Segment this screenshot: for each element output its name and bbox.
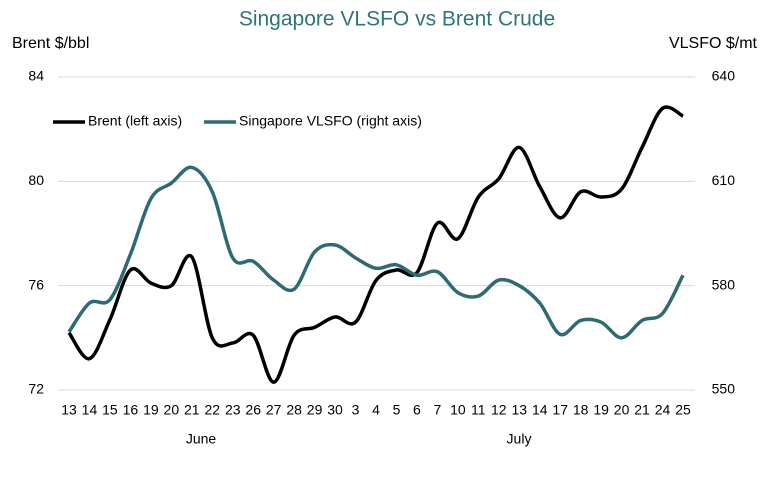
y-tick-label: 76 — [28, 276, 44, 292]
x-tick-label: 19 — [143, 402, 159, 418]
x-tick-label: 14 — [532, 402, 548, 418]
x-tick-label: 13 — [511, 402, 527, 418]
legend-label: Singapore VLSFO (right axis) — [239, 113, 422, 129]
x-tick-label: 11 — [471, 402, 486, 418]
x-tick-label: 14 — [82, 402, 98, 418]
x-tick-label: 16 — [123, 402, 139, 418]
x-tick-label: 6 — [413, 402, 421, 418]
y-axis-label: Brent $/bbl — [12, 35, 89, 52]
x-tick-label: 12 — [491, 402, 507, 418]
x-tick-label: 28 — [286, 402, 302, 418]
x-tick-label: 7 — [434, 402, 442, 418]
y2-tick-label: 550 — [712, 381, 736, 397]
x-tick-label: 5 — [393, 402, 401, 418]
chart-title: Singapore VLSFO vs Brent Crude — [239, 8, 555, 31]
x-tick-label: 27 — [266, 402, 282, 418]
x-tick-label: 20 — [164, 402, 180, 418]
y-tick-label: 84 — [28, 68, 44, 84]
y2-axis-label: VLSFO $/mt — [669, 35, 758, 52]
x-tick-label: 18 — [573, 402, 589, 418]
x-tick-label: 29 — [307, 402, 323, 418]
x-group-label: July — [507, 431, 532, 447]
x-tick-label: 15 — [102, 402, 118, 418]
x-tick-label: 22 — [204, 402, 220, 418]
x-tick-label: 23 — [225, 402, 241, 418]
x-tick-label: 13 — [61, 402, 77, 418]
x-tick-label: 30 — [327, 402, 343, 418]
series-line — [67, 165, 685, 340]
x-tick-label: 10 — [450, 402, 466, 418]
y-tick-label: 72 — [28, 381, 44, 397]
x-group-label: June — [186, 431, 217, 447]
y-tick-label: 80 — [28, 172, 44, 188]
y2-tick-label: 610 — [712, 172, 736, 188]
x-tick-label: 20 — [614, 402, 630, 418]
y2-tick-label: 640 — [712, 68, 736, 84]
x-tick-label: 26 — [245, 402, 261, 418]
x-tick-label: 25 — [675, 402, 691, 418]
x-tick-label: 21 — [634, 402, 650, 418]
x-tick-label: 19 — [593, 402, 609, 418]
x-tick-label: 3 — [352, 402, 360, 418]
x-tick-label: 17 — [552, 402, 568, 418]
legend-label: Brent (left axis) — [88, 113, 182, 129]
x-tick-label: 21 — [184, 402, 200, 418]
x-tick-label: 24 — [655, 402, 671, 418]
y2-tick-label: 580 — [712, 276, 736, 292]
series-line — [67, 105, 684, 384]
x-tick-label: 4 — [372, 402, 380, 418]
